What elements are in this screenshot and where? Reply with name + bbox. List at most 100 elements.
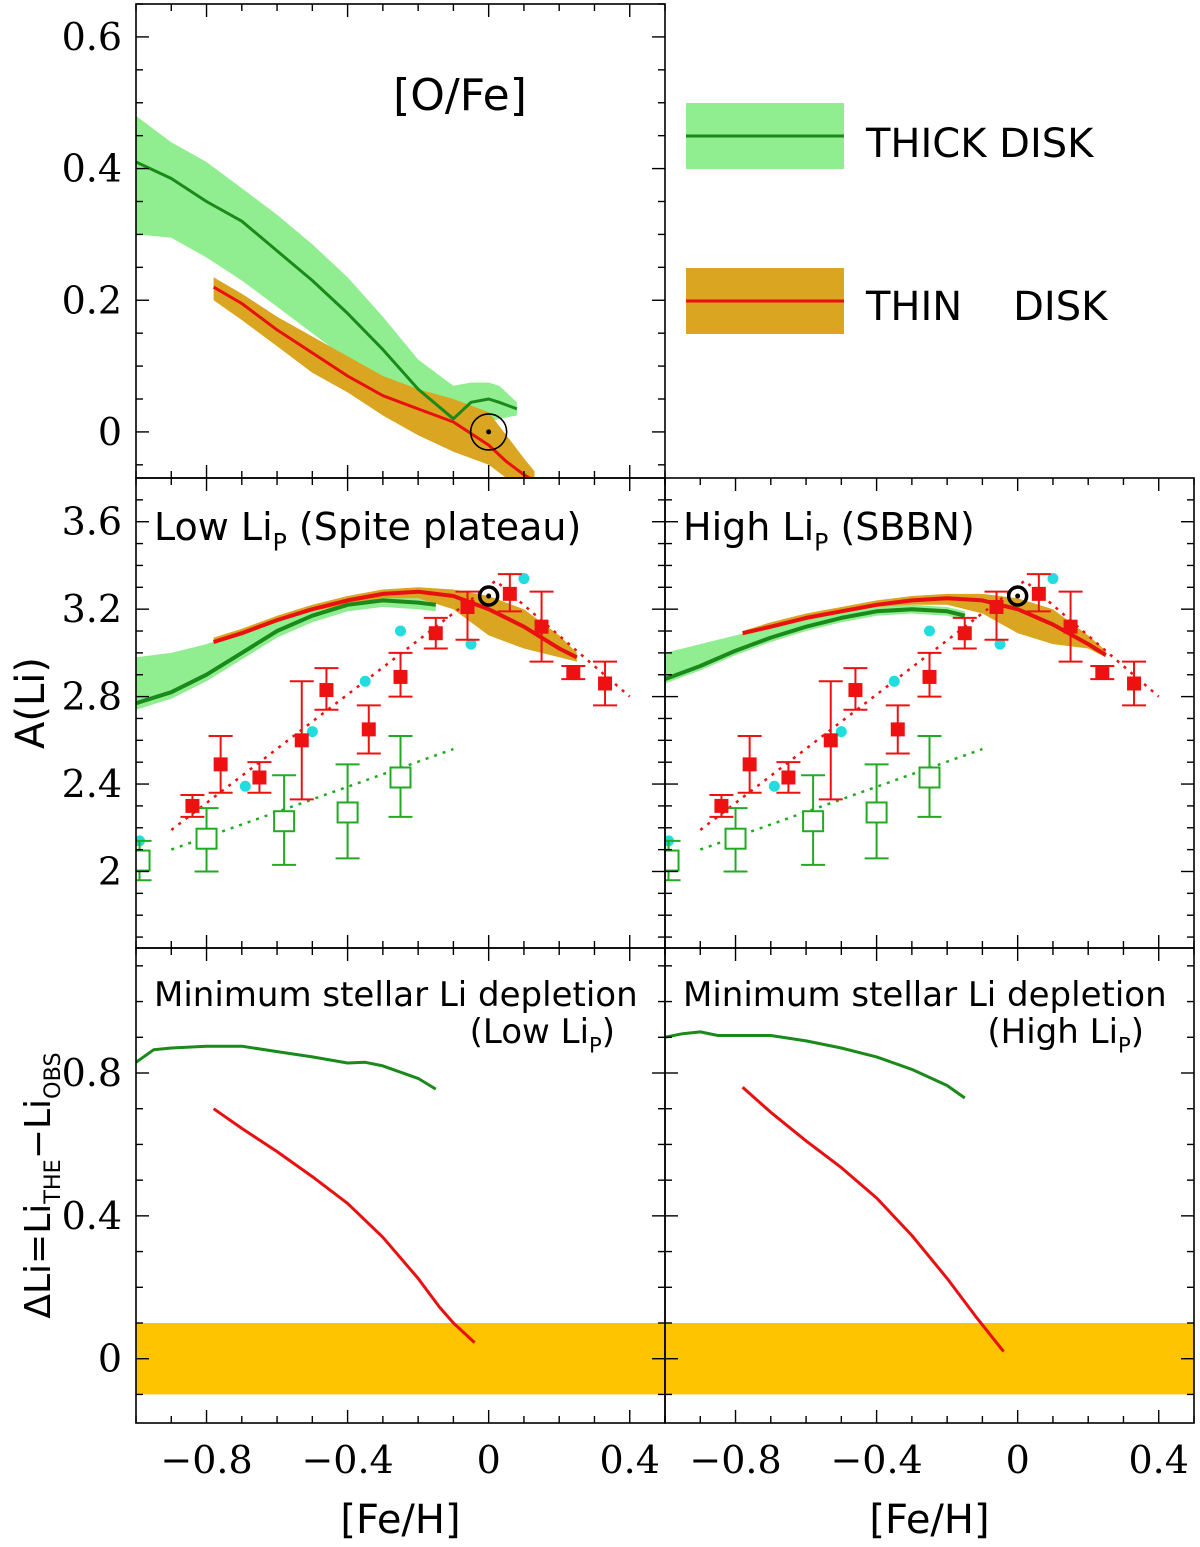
red-trend-line bbox=[170, 579, 631, 831]
red-filled-square bbox=[361, 722, 376, 737]
red-filled-square bbox=[989, 599, 1004, 614]
y-tick-label: 0.4 bbox=[62, 147, 122, 191]
red-filled-square bbox=[848, 683, 863, 698]
red-filled-square bbox=[252, 770, 267, 785]
panel-title-li_low-part: (Spite plateau) bbox=[287, 505, 582, 549]
y-tick-label: 0 bbox=[98, 1337, 122, 1381]
cyan-point bbox=[888, 675, 900, 687]
cyan-point bbox=[924, 625, 935, 637]
green-open-square bbox=[665, 849, 680, 872]
red-filled-square bbox=[714, 798, 729, 813]
red-filled-square bbox=[598, 676, 613, 691]
green-open-square bbox=[802, 810, 825, 833]
green-open-square bbox=[389, 766, 412, 789]
text-layer: 0.6 0.4 0.2 0 [O/Fe] THICK DISK THIN DISK Low L… bbox=[8, 15, 1189, 1543]
thick-disk-line bbox=[136, 160, 518, 421]
y-axis-label-delta-li-part: THE bbox=[40, 1159, 66, 1205]
red-filled-square bbox=[502, 586, 517, 601]
x-tick-label: 0 bbox=[477, 1438, 501, 1482]
y-tick-label: 0.6 bbox=[62, 15, 122, 59]
panel-frame-depl_high bbox=[664, 947, 1195, 1424]
thick-depletion-line bbox=[136, 1044, 437, 1091]
thin-band bbox=[213, 277, 535, 478]
y-tick-label: 2 bbox=[98, 849, 122, 893]
y-tick-label: 0.2 bbox=[62, 278, 122, 322]
x-tick-label: −0.4 bbox=[301, 1438, 393, 1482]
green-open-square bbox=[865, 801, 888, 824]
red-filled-square bbox=[428, 626, 443, 641]
thin-disk-model bbox=[213, 589, 578, 660]
panel-title-li_low-part: P bbox=[273, 529, 287, 557]
red-filled-square bbox=[319, 683, 334, 698]
sun-symbol bbox=[1006, 585, 1029, 607]
panel-title-li_high-part: P bbox=[814, 529, 828, 557]
sun-dot bbox=[486, 593, 492, 599]
legend-thick-label: THICK DISK bbox=[865, 121, 1095, 167]
cyan-point bbox=[518, 573, 530, 585]
red-filled-square bbox=[393, 669, 408, 684]
x-tick-label: −0.8 bbox=[160, 1438, 252, 1482]
cyan-point bbox=[465, 638, 477, 650]
thick-disk-model bbox=[136, 598, 437, 706]
red-filled-square bbox=[213, 757, 228, 772]
thick-band bbox=[136, 115, 517, 442]
green-open-square bbox=[195, 827, 218, 850]
frames-layer bbox=[135, 3, 1195, 1424]
x-tick-label: 0.4 bbox=[600, 1438, 660, 1482]
y-tick-label: 0.4 bbox=[62, 1194, 122, 1238]
panel-title-li_high-part: (SBBN) bbox=[828, 505, 974, 549]
y-tick-label: 0.8 bbox=[62, 1051, 122, 1095]
x-axis-label-feh: [Fe/H] bbox=[869, 1497, 989, 1543]
cyan-point bbox=[768, 780, 780, 792]
cyan-point bbox=[306, 726, 318, 738]
depletion-note-part: ) bbox=[1131, 1012, 1144, 1052]
bands-layer bbox=[136, 115, 1194, 1395]
depletion-note: (High LiP) bbox=[987, 1012, 1144, 1058]
x-tick-label: −0.4 bbox=[830, 1438, 922, 1482]
cyan-point bbox=[835, 726, 847, 738]
cyan-point bbox=[359, 675, 371, 687]
lines-layer bbox=[136, 160, 1160, 1353]
depletion-note-part: P bbox=[589, 1033, 602, 1058]
cyan-point bbox=[395, 625, 406, 637]
depletion-note-part: P bbox=[1118, 1033, 1131, 1058]
y-tick-label: 2.8 bbox=[62, 675, 122, 719]
red-filled-square bbox=[534, 619, 549, 634]
sun-dot bbox=[1015, 593, 1021, 599]
green-open-square bbox=[273, 810, 296, 833]
red-filled-square bbox=[742, 757, 757, 772]
y-tick-label: 0 bbox=[98, 410, 122, 454]
panel-title-li_low-part: Low Li bbox=[154, 505, 273, 549]
sun-dot bbox=[486, 429, 492, 435]
depletion-title: Minimum stellar Li depletion bbox=[154, 975, 638, 1015]
depletion-note: (Low LiP) bbox=[470, 1012, 615, 1058]
green-open-square bbox=[724, 827, 747, 850]
depletion-title: Minimum stellar Li depletion bbox=[683, 975, 1167, 1015]
red-filled-square bbox=[1063, 619, 1078, 634]
red-filled-square bbox=[1127, 676, 1142, 691]
green-open-square bbox=[336, 801, 359, 824]
x-axis-label-feh: [Fe/H] bbox=[340, 1497, 460, 1543]
thin-disk-line bbox=[212, 285, 533, 478]
x-tick-label: −0.8 bbox=[689, 1438, 781, 1482]
y-axis-label-delta-li: ΔLi=LiTHE−LiOBS bbox=[18, 1052, 66, 1318]
marks-layer bbox=[136, 103, 1147, 882]
cyan-point bbox=[994, 638, 1006, 650]
sun-symbol bbox=[477, 585, 500, 607]
legend-thin-label: THIN DISK bbox=[865, 284, 1109, 330]
zero-depletion-band bbox=[136, 1323, 665, 1395]
red-filled-square bbox=[1031, 586, 1046, 601]
x-tick-label: 0 bbox=[1006, 1438, 1030, 1482]
cyan-point bbox=[239, 780, 251, 792]
panel-title-ofe: [O/Fe] bbox=[393, 70, 527, 121]
red-filled-square bbox=[294, 733, 309, 748]
depletion-note-part: (Low Li bbox=[470, 1012, 589, 1052]
y-tick-label: 3.6 bbox=[62, 500, 122, 544]
green-open-square bbox=[918, 766, 941, 789]
y-axis-label-ali: A(Li) bbox=[8, 657, 54, 749]
red-filled-square bbox=[185, 798, 200, 813]
y-tick-label: 3.2 bbox=[62, 587, 122, 631]
y-axis-label-delta-li-part: ΔLi=Li bbox=[18, 1204, 59, 1319]
red-filled-square bbox=[781, 770, 796, 785]
